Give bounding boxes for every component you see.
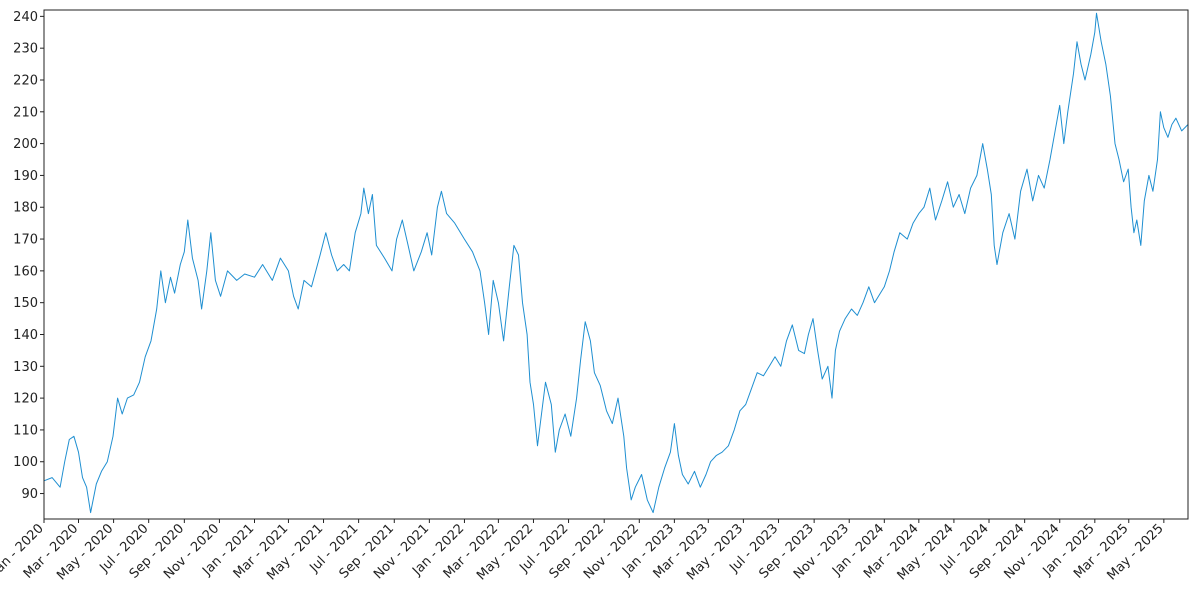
y-tick-label: 160 — [13, 264, 38, 279]
plot-frame — [43, 9, 1189, 520]
y-tick-label: 90 — [21, 487, 38, 502]
y-axis: 90 100 110 120 130 140 150 160 170 180 190 200 210 22… — [13, 10, 44, 502]
y-tick-label: 190 — [13, 169, 38, 184]
series-line — [43, 12, 1189, 514]
y-tick-label: 100 — [13, 455, 38, 470]
y-tick-label: 220 — [13, 73, 38, 88]
y-tick-label: 140 — [13, 328, 38, 343]
y-tick-label: 180 — [13, 201, 38, 216]
series-group — [43, 12, 1189, 514]
y-tick-label: 120 — [13, 392, 38, 407]
y-tick-label: 240 — [13, 10, 38, 25]
y-tick-label: 150 — [13, 296, 38, 311]
y-tick-label: 110 — [13, 423, 38, 438]
y-tick-label: 170 — [13, 233, 38, 248]
y-tick-label: 200 — [13, 137, 38, 152]
y-tick-label: 230 — [13, 42, 38, 57]
y-tick-label: 130 — [13, 360, 38, 375]
y-tick-label: 210 — [13, 105, 38, 120]
